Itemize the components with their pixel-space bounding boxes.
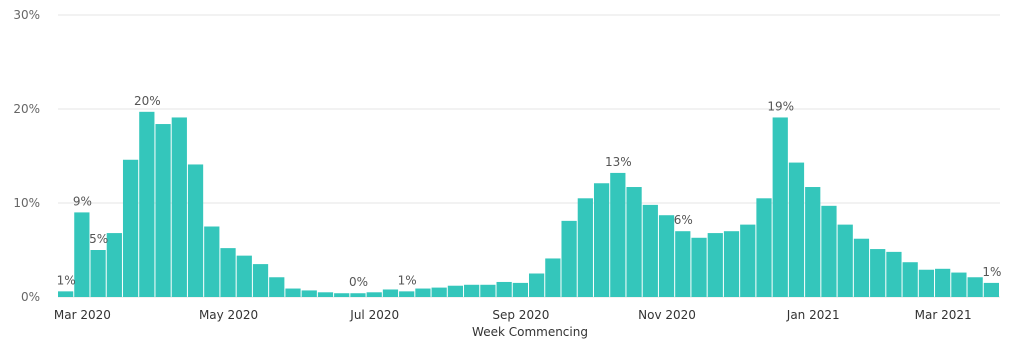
bar	[935, 268, 951, 297]
bar	[171, 117, 187, 298]
bar	[155, 124, 171, 297]
bar	[626, 187, 642, 297]
bar	[837, 224, 853, 297]
y-axis-ticks: 0% 10% 20% 30%	[13, 8, 40, 304]
y-tick-label: 10%	[13, 196, 40, 210]
bar	[723, 231, 740, 297]
x-tick-label: Mar 2021	[915, 308, 972, 322]
bar	[805, 187, 821, 297]
bar	[642, 204, 658, 297]
bar	[58, 291, 74, 297]
y-tick-label: 0%	[21, 290, 40, 304]
data-label: 1%	[398, 273, 417, 287]
bar	[236, 255, 252, 297]
y-tick-label: 20%	[13, 102, 40, 116]
bar	[951, 272, 967, 297]
data-label: 19%	[767, 99, 794, 113]
data-label: 13%	[605, 155, 632, 169]
data-label: 5%	[89, 232, 108, 246]
bar	[90, 250, 106, 297]
x-tick-label: Mar 2020	[54, 308, 111, 322]
bar	[139, 111, 155, 297]
bar	[74, 212, 90, 297]
bar	[220, 248, 236, 297]
data-label: 0%	[349, 275, 368, 289]
x-axis-ticks: Mar 2020 May 2020 Jul 2020 Sep 2020 Nov 2020…	[54, 308, 972, 322]
bar	[610, 172, 626, 297]
bar	[593, 183, 610, 297]
bar	[399, 291, 415, 297]
bar	[317, 292, 334, 297]
bar	[269, 277, 285, 297]
bar	[886, 251, 902, 297]
bar	[821, 205, 837, 297]
bar	[496, 281, 512, 297]
bar	[545, 258, 561, 297]
bar	[464, 284, 480, 297]
x-tick-label: Nov 2020	[638, 308, 696, 322]
data-labels: 1% 9% 5% 20% 0% 1% 13% 6% 19% 1%	[57, 94, 1002, 289]
bar	[577, 198, 593, 297]
bar	[187, 164, 204, 297]
bar	[204, 226, 220, 297]
bar	[918, 269, 935, 297]
bar	[772, 117, 788, 298]
bar	[415, 288, 431, 297]
bar	[122, 159, 139, 297]
bar	[431, 287, 447, 297]
bar	[447, 285, 464, 297]
x-tick-label: May 2020	[199, 308, 258, 322]
bar	[740, 224, 756, 297]
bar	[853, 238, 870, 297]
bars	[58, 111, 999, 298]
bar	[756, 198, 772, 297]
bar	[252, 264, 269, 297]
data-label: 1%	[982, 265, 1001, 279]
bar	[366, 292, 382, 297]
bar	[983, 282, 999, 297]
data-label: 20%	[134, 94, 161, 108]
bar	[658, 215, 675, 297]
x-axis-label: Week Commencing	[472, 325, 588, 339]
bar	[334, 293, 350, 297]
bar	[480, 284, 496, 297]
bar	[350, 293, 366, 297]
bar	[285, 288, 301, 297]
x-tick-label: Sep 2020	[492, 308, 549, 322]
bar	[106, 233, 122, 297]
bar	[382, 289, 399, 297]
bar	[707, 233, 723, 297]
bar	[691, 237, 707, 297]
bar	[902, 262, 918, 297]
x-tick-label: Jul 2020	[349, 308, 399, 322]
y-tick-label: 30%	[13, 8, 40, 22]
data-label: 6%	[674, 213, 693, 227]
bar	[529, 273, 545, 297]
bar	[675, 231, 691, 297]
bar	[788, 162, 805, 297]
bar	[512, 282, 528, 297]
bar	[561, 220, 577, 297]
bar	[301, 290, 317, 297]
bar	[967, 277, 983, 297]
data-label: 9%	[73, 194, 92, 208]
x-tick-label: Jan 2021	[786, 308, 840, 322]
data-label: 1%	[57, 273, 76, 287]
bar	[870, 249, 886, 297]
